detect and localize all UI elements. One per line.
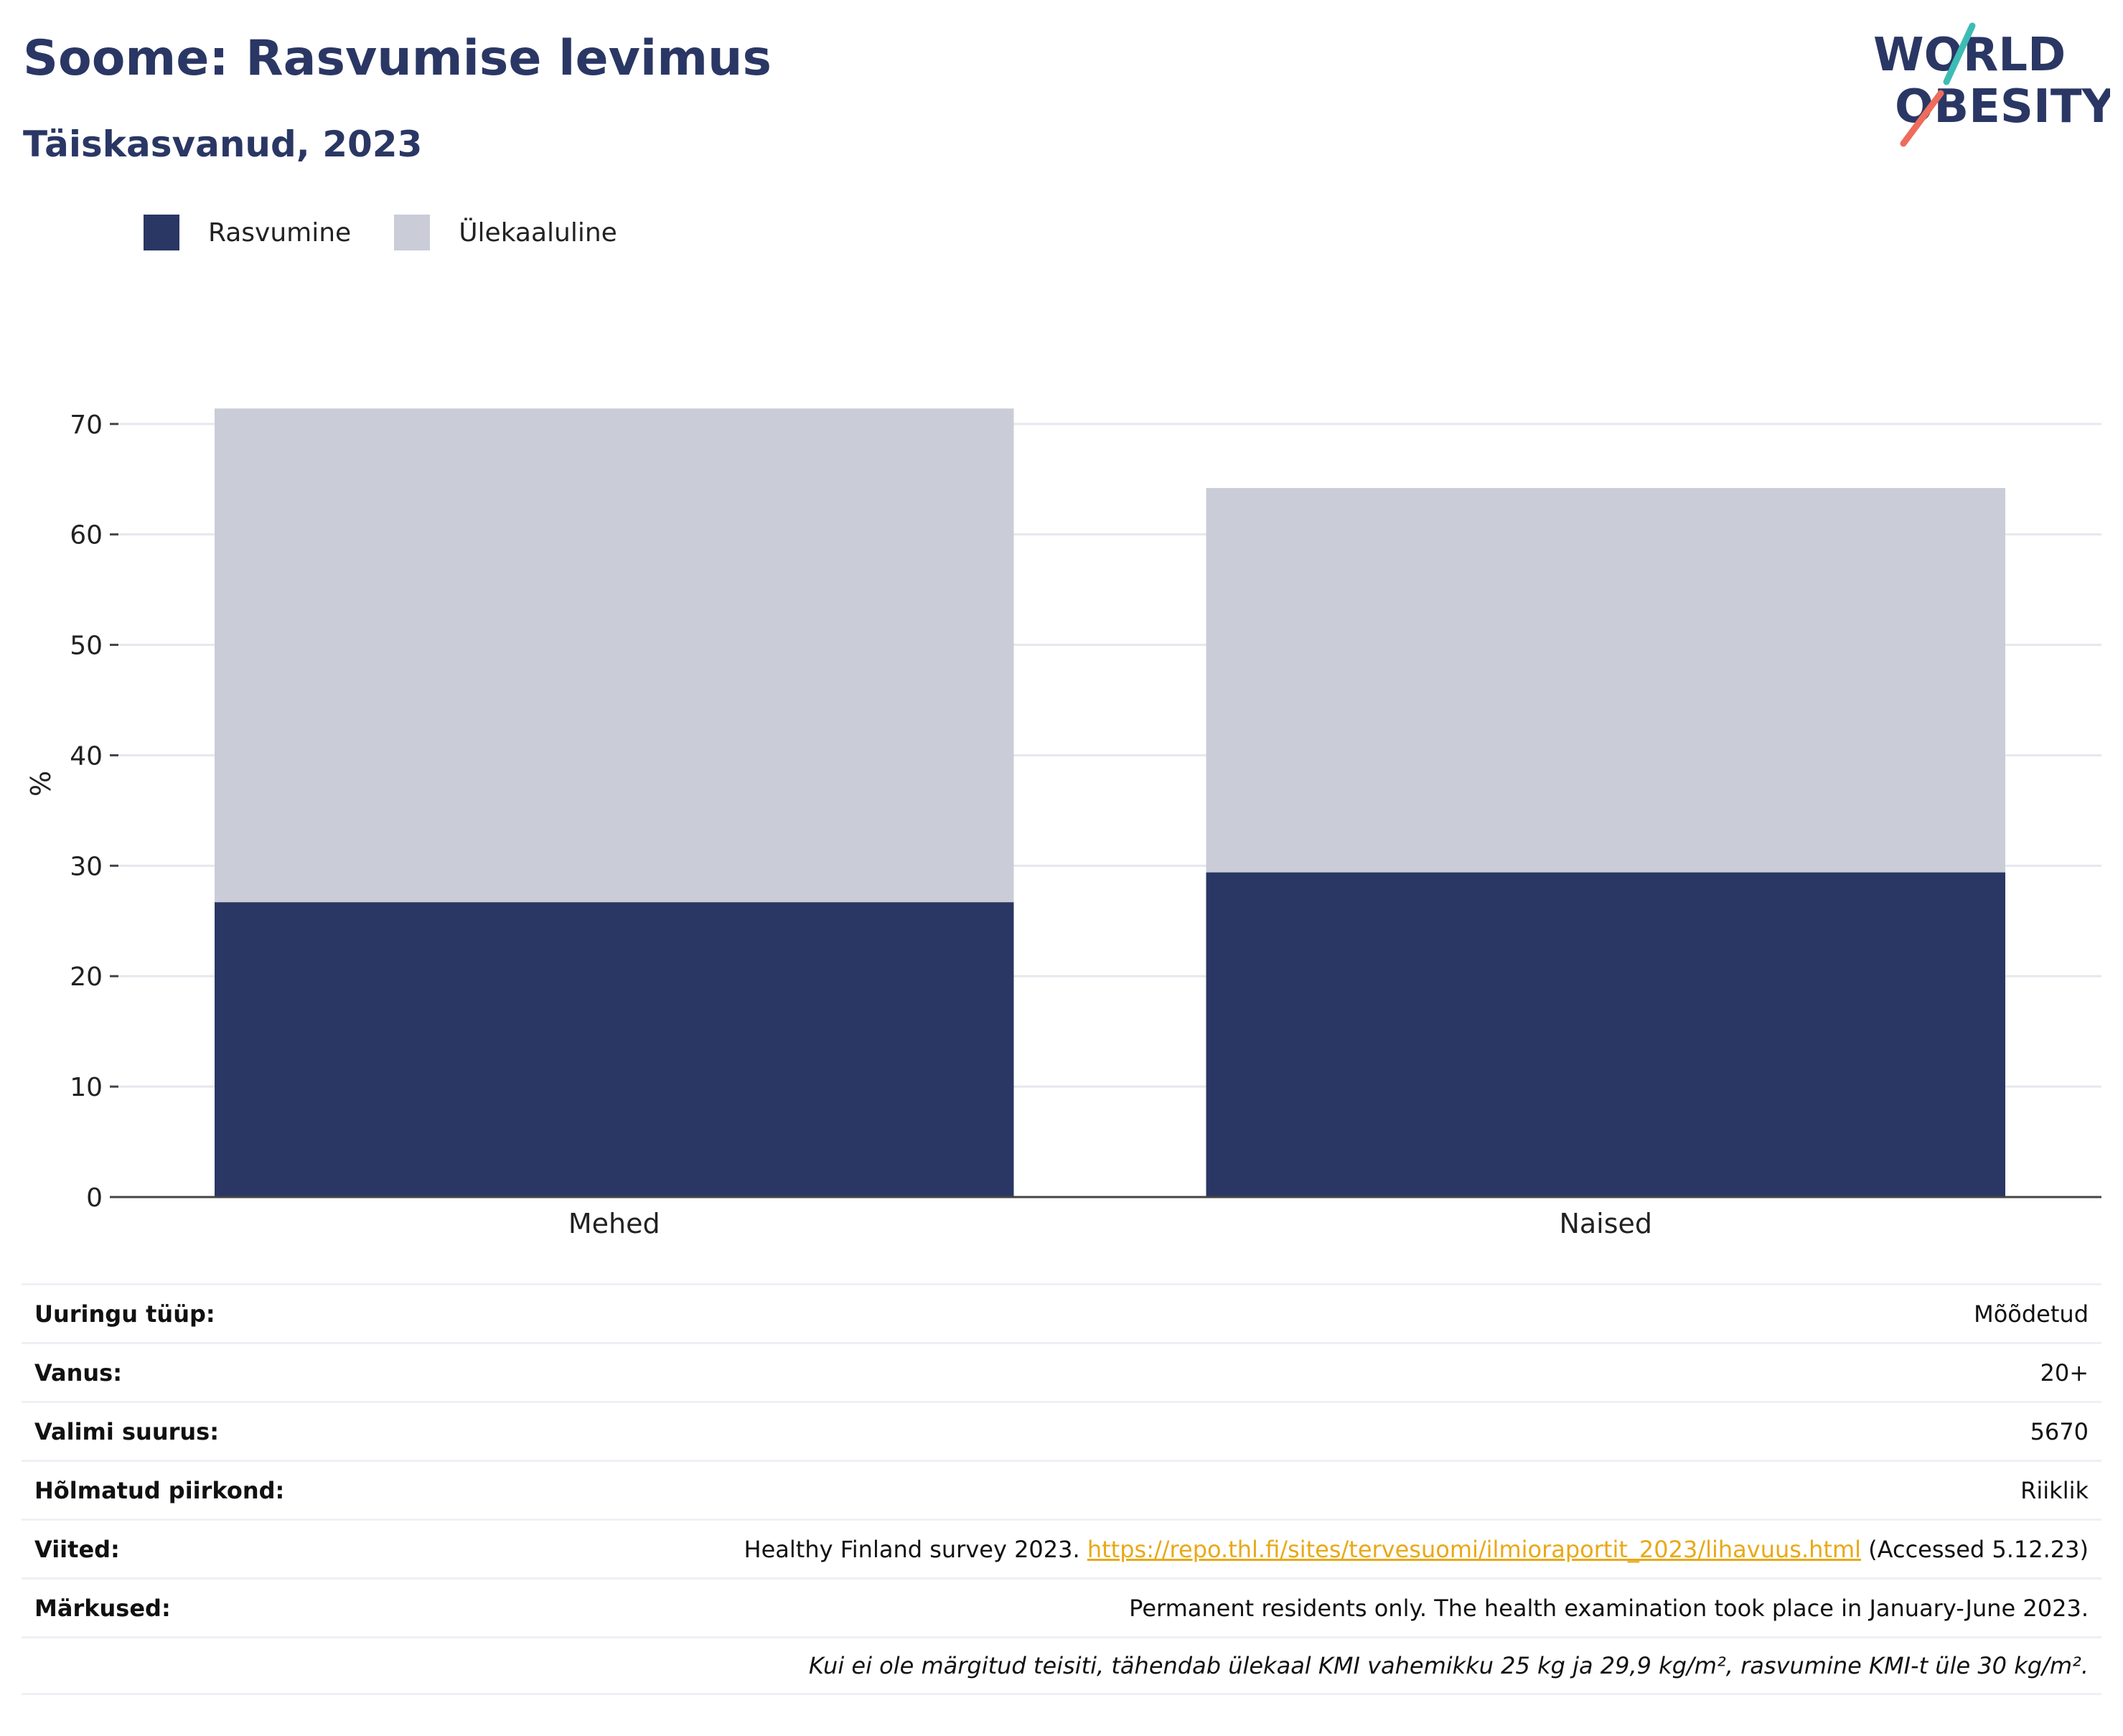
info-row-survey-type: Uuringu tüüp: Mõõdetud: [22, 1283, 2101, 1342]
info-row-age: Vanus: 20+: [22, 1342, 2101, 1401]
info-value: Riiklik: [2020, 1476, 2089, 1504]
reference-text: Healthy Finland survey 2023. https://rep…: [744, 1536, 2089, 1563]
info-value: Permanent residents only. The health exa…: [1129, 1594, 2089, 1622]
info-row-notes: Märkused: Permanent residents only. The …: [22, 1577, 2101, 1636]
info-label: Viited:: [34, 1535, 120, 1563]
legend-item-overweight[interactable]: Ülekaaluline: [394, 215, 617, 250]
y-tick-label: 30: [70, 852, 103, 881]
reference-source: Healthy Finland survey 2023.: [744, 1535, 1080, 1563]
bar-obesity-mehed[interactable]: [215, 902, 1014, 1197]
legend-label-overweight: Ülekaaluline: [459, 217, 617, 248]
y-tick-label: 50: [70, 632, 103, 661]
chart-legend: Rasvumine Ülekaaluline: [144, 214, 660, 251]
x-tick-label: Naised: [1559, 1208, 1652, 1239]
info-label: Vanus:: [34, 1359, 123, 1387]
bmi-footnote: Kui ei ole märgitud teisiti, tähendab ül…: [808, 1652, 2089, 1679]
reference-link[interactable]: https://repo.thl.fi/sites/tervesuomi/ilm…: [1087, 1535, 1861, 1563]
bar-overweight-mehed[interactable]: [215, 408, 1014, 903]
info-row-sample-size: Valimi suurus: 5670: [22, 1401, 2101, 1460]
info-label: Märkused:: [34, 1594, 171, 1622]
info-table: Uuringu tüüp: Mõõdetud Vanus: 20+ Valimi…: [22, 1283, 2101, 1695]
info-label: Hõlmatud piirkond:: [34, 1476, 285, 1504]
info-label: Uuringu tüüp:: [34, 1300, 215, 1328]
chart-subtitle: Täiskasvanud, 2023: [23, 123, 423, 165]
legend-label-obesity: Rasvumine: [208, 217, 352, 248]
chart-title: Soome: Rasvumise levimus: [23, 30, 772, 87]
info-row-references: Viited: Healthy Finland survey 2023. htt…: [22, 1519, 2101, 1577]
logo-slash-teal: [1943, 22, 1976, 85]
y-tick-label: 60: [70, 521, 103, 550]
x-tick-label: Mehed: [568, 1208, 660, 1239]
y-axis-title: %: [25, 771, 57, 797]
bar-obesity-naised[interactable]: [1206, 872, 2005, 1197]
info-value: Mõõdetud: [1974, 1300, 2089, 1328]
info-value: 20+: [2040, 1359, 2089, 1387]
world-obesity-logo: WORLD OBESITY: [1873, 22, 2110, 147]
axes: 0 10 20 30 40 50 60 70 Mehed Naised: [70, 410, 2101, 1239]
bars: [215, 408, 2005, 1197]
info-value: 5670: [2030, 1417, 2089, 1445]
bar-overweight-naised[interactable]: [1206, 488, 2005, 873]
info-row-footnote: Kui ei ole märgitud teisiti, tähendab ül…: [22, 1636, 2101, 1695]
legend-swatch-overweight: [394, 215, 431, 250]
info-row-area-covered: Hõlmatud piirkond: Riiklik: [22, 1460, 2101, 1519]
y-tick-label: 20: [70, 962, 103, 992]
stacked-bar-chart: 0 10 20 30 40 50 60 70 Mehed Naised %: [25, 408, 2101, 1239]
reference-accessed: (Accessed 5.12.23): [1868, 1535, 2089, 1563]
y-tick-label: 70: [70, 410, 103, 440]
legend-swatch-obesity: [144, 215, 179, 250]
logo-slash-coral: [1900, 90, 1944, 147]
info-label: Valimi suurus:: [34, 1417, 220, 1445]
y-tick-label: 10: [70, 1073, 103, 1102]
y-tick-label: 40: [70, 741, 103, 771]
y-tick-label: 0: [86, 1183, 103, 1213]
legend-item-obesity[interactable]: Rasvumine: [144, 215, 351, 250]
